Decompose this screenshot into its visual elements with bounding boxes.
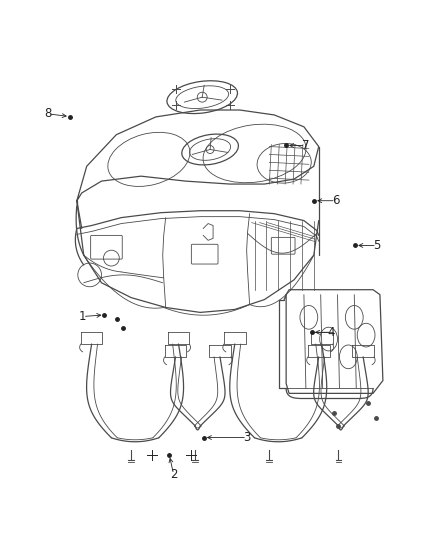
Text: 8: 8 [45, 107, 52, 120]
Text: 2: 2 [170, 468, 177, 481]
Text: 3: 3 [244, 431, 251, 444]
Text: 4: 4 [328, 326, 335, 339]
Text: 1: 1 [79, 310, 87, 323]
Text: 7: 7 [302, 139, 309, 152]
Text: 5: 5 [373, 239, 381, 252]
Text: 6: 6 [332, 194, 339, 207]
